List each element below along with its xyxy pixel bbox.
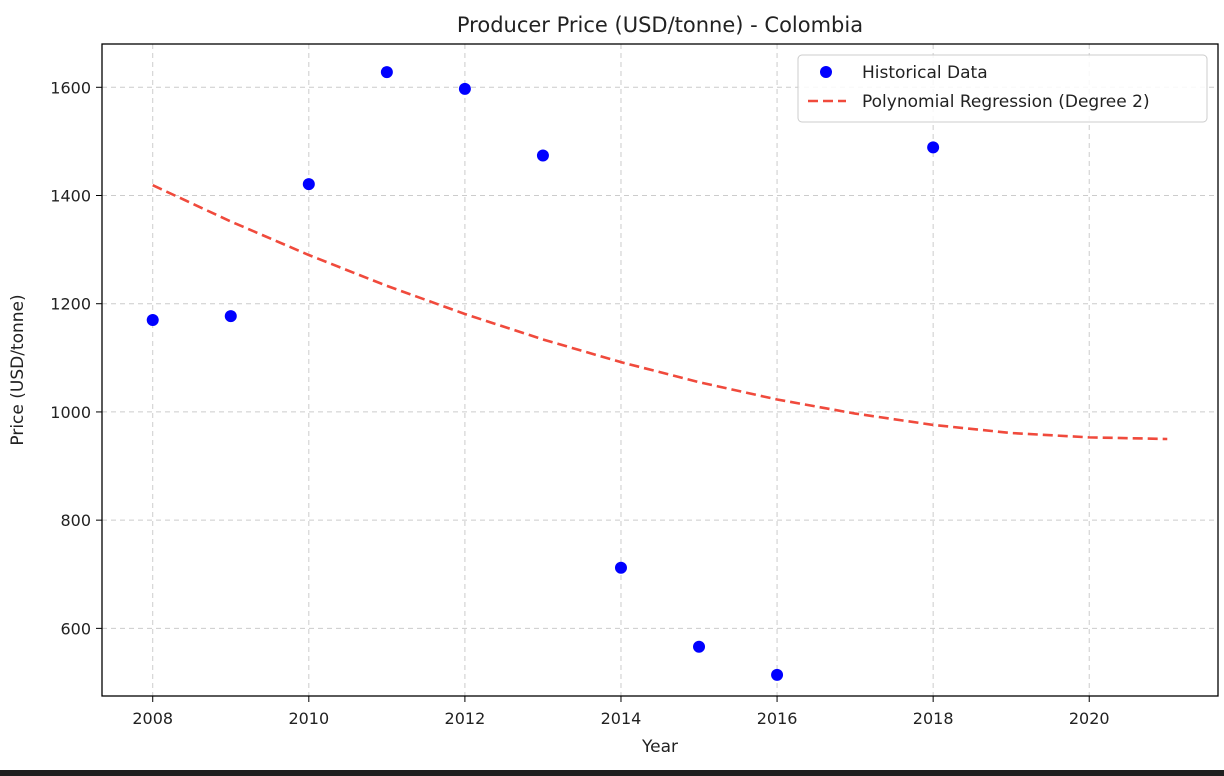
legend-box — [797, 54, 1208, 123]
data-point — [536, 149, 549, 162]
y-axis-label: Price (USD/tonne) — [8, 294, 28, 445]
data-point — [614, 561, 627, 574]
plot-series — [146, 66, 1168, 681]
data-point — [693, 640, 706, 653]
data-point — [146, 313, 159, 326]
regression-line — [152, 184, 1168, 441]
grid-lines — [102, 44, 1218, 696]
legend-label-historical: Historical Data — [862, 63, 988, 83]
x-axis: 2008 2010 2012 2014 2016 2018 2020 — [132, 696, 1110, 728]
legend: Historical Data Polynomial Regression (De… — [797, 54, 1208, 123]
y-tick-label: 1400 — [50, 187, 91, 206]
x-tick-label: 2010 — [288, 709, 329, 728]
y-tick-label: 1000 — [50, 403, 91, 422]
plot-area-frame — [101, 43, 1219, 697]
x-tick-label: 2008 — [132, 709, 173, 728]
data-point — [927, 141, 940, 154]
y-tick-label: 1600 — [50, 78, 91, 97]
data-point — [458, 82, 471, 95]
y-tick-label: 600 — [60, 619, 91, 638]
legend-marker-historical — [820, 66, 832, 78]
x-tick-label: 2014 — [601, 709, 642, 728]
y-axis: 600 800 1000 1200 1400 1600 — [50, 78, 102, 638]
y-tick-label: 800 — [60, 511, 91, 530]
x-tick-label: 2020 — [1069, 709, 1110, 728]
x-axis-label: Year — [641, 737, 678, 757]
data-point — [224, 310, 237, 323]
chart-title: Producer Price (USD/tonne) - Colombia — [457, 13, 863, 37]
window-bottom-edge — [0, 770, 1224, 776]
y-tick-label: 1200 — [50, 295, 91, 314]
x-tick-label: 2012 — [445, 709, 486, 728]
x-tick-label: 2016 — [757, 709, 798, 728]
x-tick-label: 2018 — [913, 709, 954, 728]
data-point — [302, 178, 315, 191]
legend-label-regression: Polynomial Regression (Degree 2) — [862, 92, 1150, 112]
data-point — [380, 66, 393, 79]
data-point — [771, 668, 784, 681]
